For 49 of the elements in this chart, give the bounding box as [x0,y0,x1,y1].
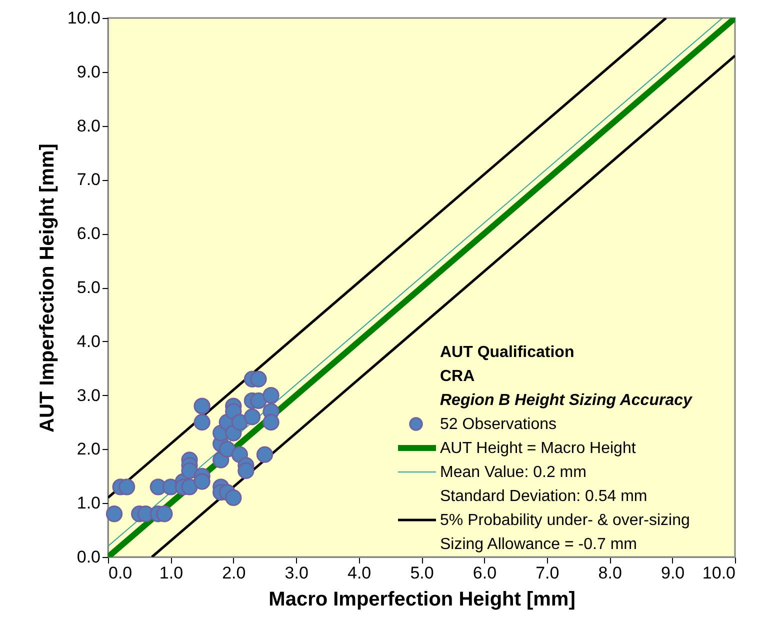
point [218,440,236,458]
point [118,478,136,496]
legend-label: 5% Probability under- & over-sizing [440,512,690,529]
x-tick-label: 6.0 [472,564,497,582]
point [262,414,280,431]
legend-label: AUT Height = Macro Height [440,440,636,457]
legend-title: AUT Qualification CRA Region B Height Sizing Accuracy [440,344,693,409]
annotation: Sizing Allowance = -0.7 mm [440,536,637,553]
y-tick-label: 4.0 [76,332,100,351]
x-tick-label: 9.0 [660,564,685,582]
point [156,506,173,522]
x-tick-label: 5.0 [410,564,434,582]
y-tick-label: 1.0 [76,494,100,513]
annotation: Standard Deviation: 0.54 mm [440,488,648,505]
point [181,462,198,480]
x-tick-label: 8.0 [598,564,622,582]
x-tick-label: 2.0 [222,564,246,582]
y-tick-label: 5.0 [76,278,100,297]
point [244,408,261,426]
point [194,398,210,414]
x-tick-label: 4.0 [347,564,372,582]
x-tick-label: 3.0 [284,564,308,582]
x-tick-label: 0.0 [108,564,132,582]
point [231,414,248,431]
y-tick-label: 7.0 [76,170,100,190]
y-tick-label: 3.0 [76,386,100,405]
y-axis-title: AUT Imperfection Height [mm] [36,144,58,432]
point [106,506,123,522]
point [250,392,267,410]
x-axis-title: Macro Imperfection Height [mm] [268,588,576,610]
point [194,414,210,431]
y-tick-label: 0.0 [76,548,100,566]
y-tick-label: 9.0 [76,62,100,82]
point [238,462,254,480]
y-tick-label: 10.0 [67,8,100,28]
y-tick-label: 6.0 [76,224,100,244]
x-tick-label: 7.0 [536,564,560,582]
point [250,370,267,388]
legend-label: Mean Value: 0.2 mm [440,464,586,481]
point [225,489,242,506]
point [262,386,280,404]
y-tick-label: 8.0 [76,116,100,136]
x-tick-label: 10.0 [702,564,736,582]
point [181,478,198,496]
point [256,446,274,463]
x-tick-label: 1.0 [159,564,184,582]
legend-label: 52 Observations [440,416,557,433]
point [194,473,210,490]
y-tick-label: 2.0 [76,440,100,459]
